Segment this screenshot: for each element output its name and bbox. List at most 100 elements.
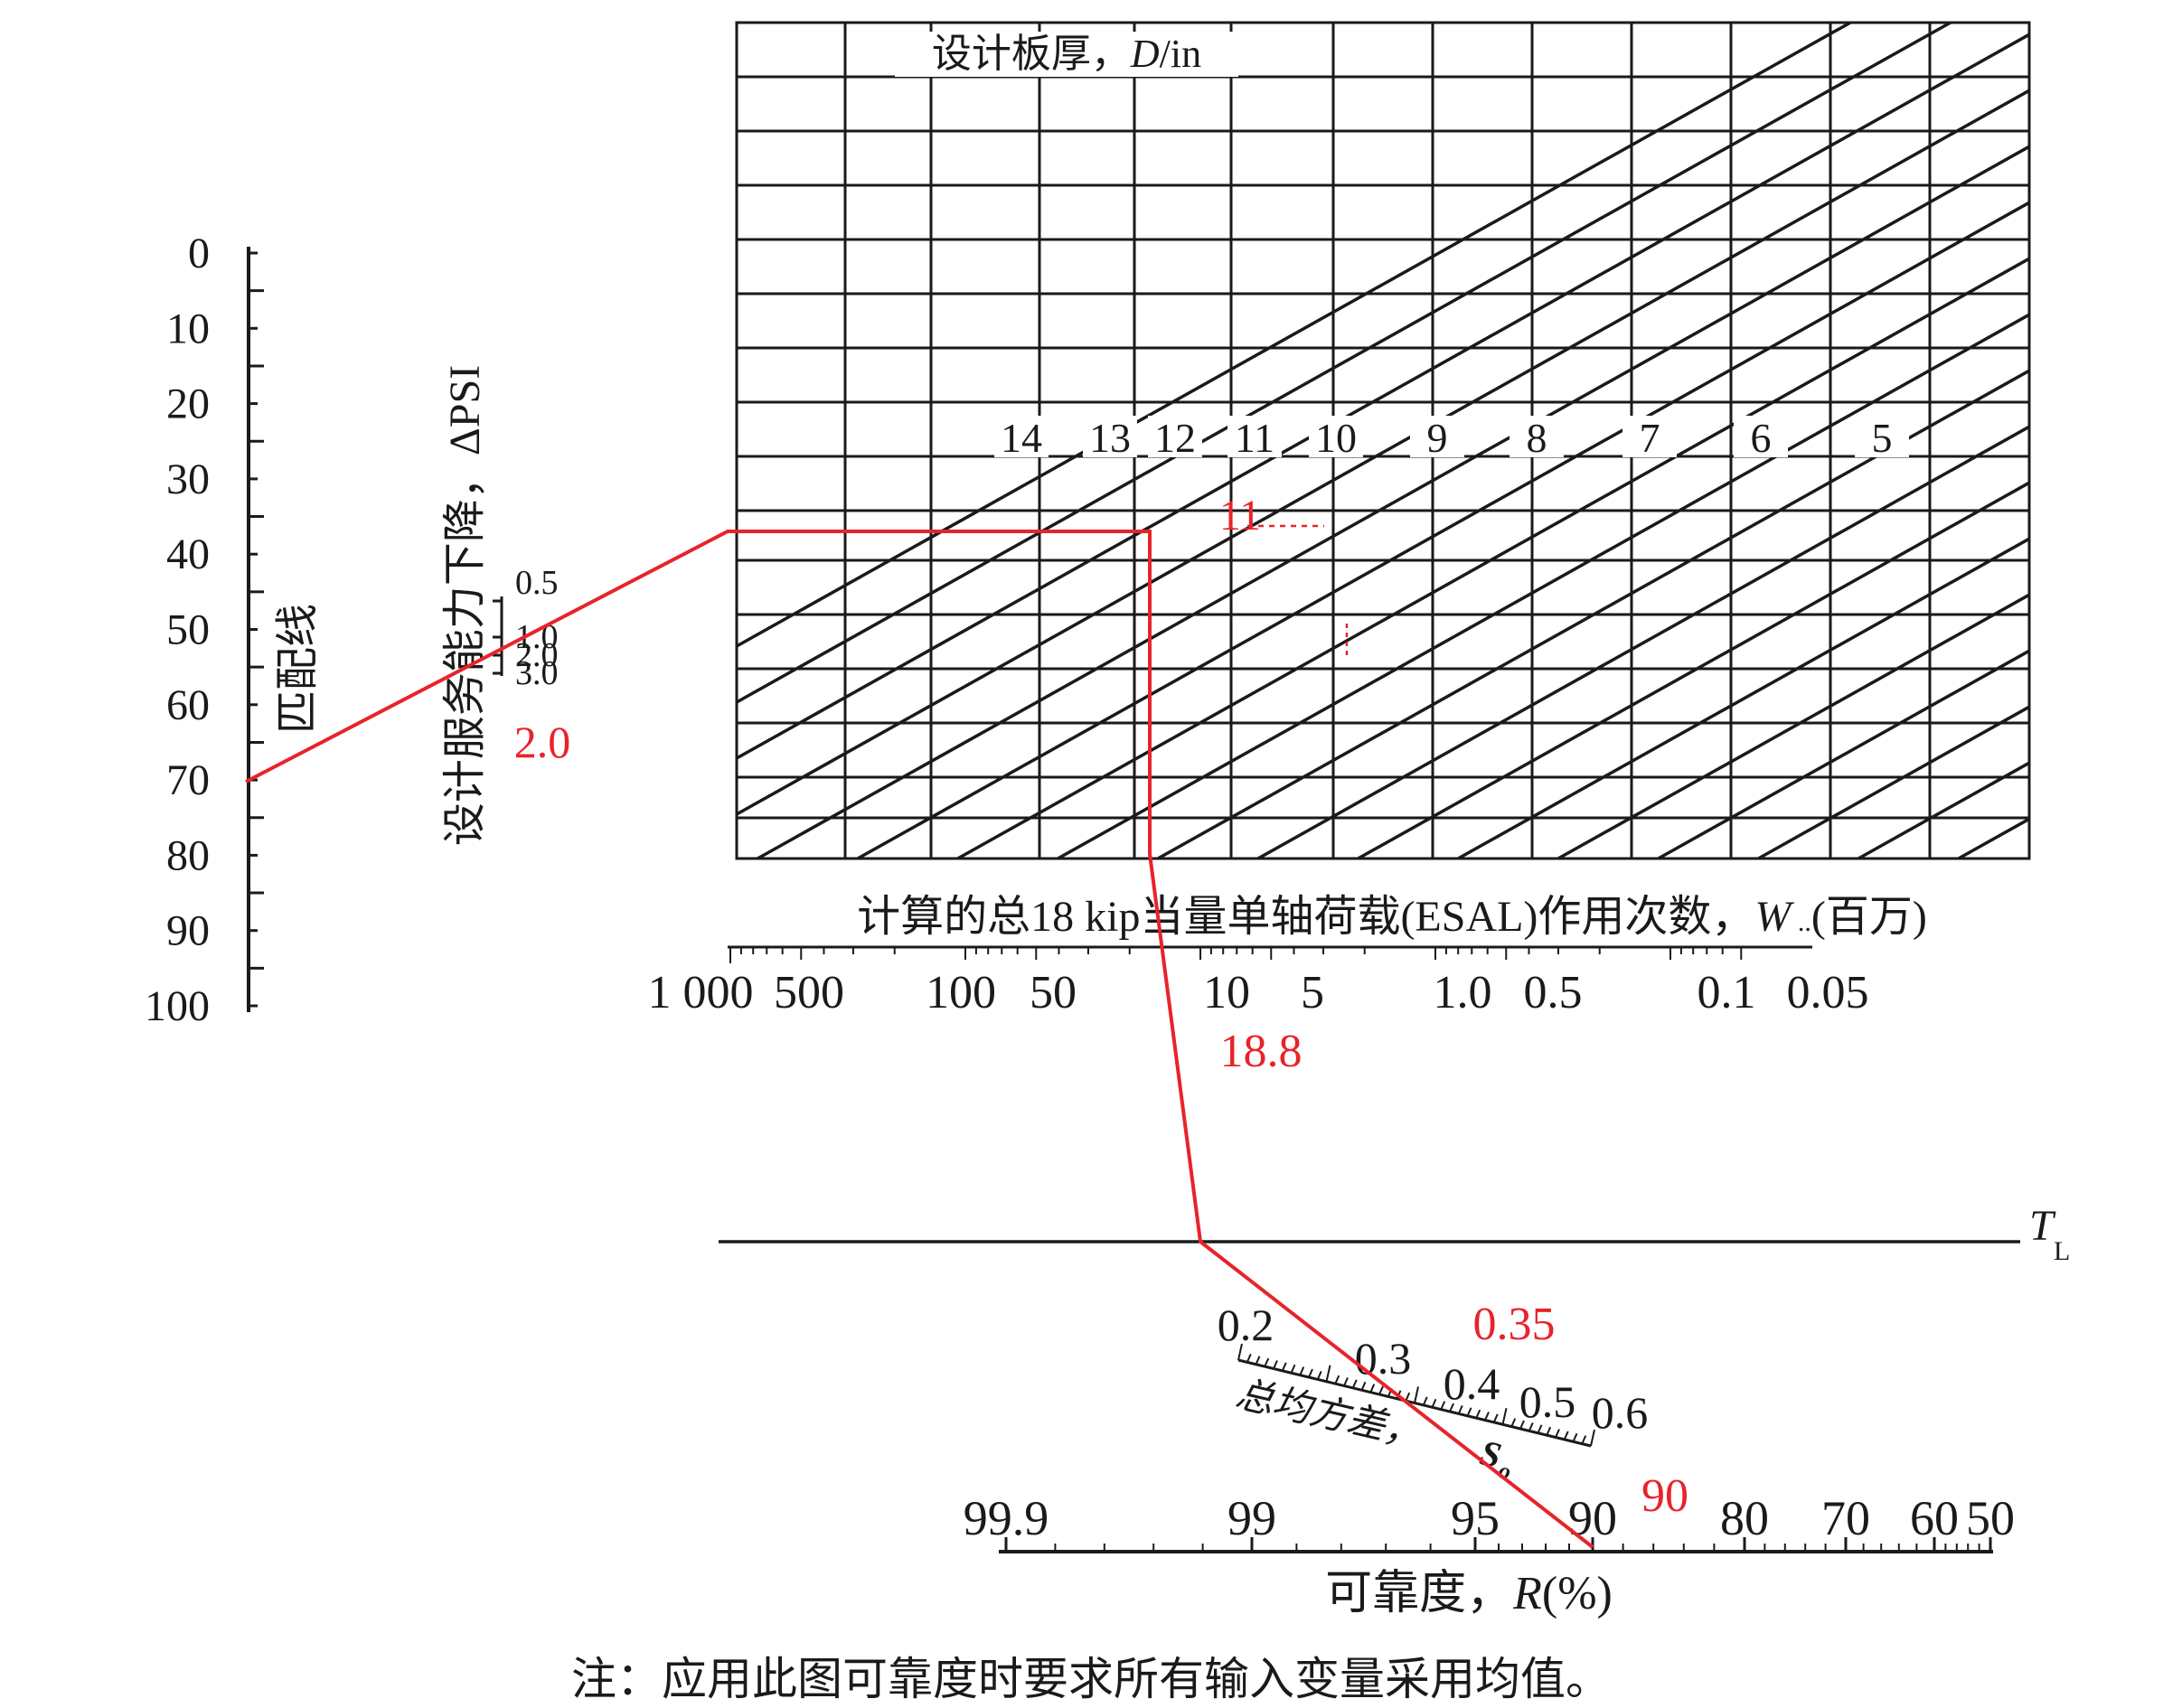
deviation-input-value: 0.35 — [1473, 1299, 1556, 1350]
deviation-scale: 0.20.3 0.4 0.5 0.6 总均方差， S o — [1218, 1300, 1649, 1485]
deviation-tick-36 — [1555, 1429, 1560, 1438]
esal-input-value: 18.8 — [1220, 1026, 1303, 1077]
deviation-tick-label-3: 0.4 — [1444, 1358, 1500, 1409]
thickness-diagonal-2 — [736, 21, 1952, 704]
esal-scale-ticks — [729, 947, 1743, 963]
thickness-label-11: 11 — [1235, 415, 1274, 461]
deviation-scale-labels: 0.2 0.3 0.4 0.5 0.6 — [1218, 1300, 1649, 1438]
esal-scale-labels: 1 000 500 100 50 10 5 1.0 0.5 0.1 0.05 — [648, 967, 1869, 1018]
deviation-scale-ticks — [1237, 1343, 1595, 1447]
thickness-label-bg-6 — [1410, 416, 1464, 457]
deviation-tick-10 — [1325, 1365, 1331, 1382]
match-tick-label-20: 20 — [166, 380, 210, 428]
deviation-tick-label-2: 0.3 — [1355, 1333, 1412, 1384]
deviation-tick-11 — [1334, 1375, 1340, 1384]
deviation-tick-20 — [1414, 1386, 1419, 1403]
thickness-label-12: 12 — [1154, 415, 1196, 461]
psi-tick-label-3: 2.0 — [515, 636, 559, 674]
deviation-tick-14 — [1360, 1381, 1367, 1391]
reliability-tick-label-80: 80 — [1720, 1491, 1769, 1545]
psi-tick-label-4: 3.0 — [515, 654, 559, 692]
thickness-diagonal-4 — [736, 89, 2030, 816]
thickness-diagonal-16 — [1858, 761, 2030, 860]
deviation-tick-label-1: 0.2 — [1218, 1300, 1274, 1350]
esal-tick-label-10: 0.05 — [1787, 967, 1869, 1018]
reliability-label-unit: (%) — [1542, 1568, 1613, 1619]
esal-tick-label-3: 100 — [926, 967, 996, 1018]
grid-frame — [735, 21, 2031, 860]
esal-tick-label-8: 0.5 — [1524, 967, 1583, 1018]
figure-note: 注：应用此图可靠度时要求所有输入变量采用均值。 — [571, 1654, 1611, 1704]
reliability-scale-labels: 99.9 99 95 90 80 70 60 50 — [964, 1491, 2015, 1545]
match-scale-ticks: 0 10 20 30 40 50 60 70 80 90 100 — [145, 230, 264, 1030]
deviation-tick-6 — [1290, 1364, 1296, 1374]
esal-tick-label-7: 1.0 — [1434, 967, 1492, 1018]
thickness-label-6: 6 — [1751, 415, 1772, 461]
reliability-tick-label-99.9: 99.9 — [964, 1491, 1049, 1545]
thickness-label-8: 8 — [1527, 415, 1547, 461]
esal-tick-label-4: 50 — [1030, 967, 1077, 1018]
psi-scale: 设计服务能力下降，ΔPSI 0.51.02.03.0 — [441, 365, 559, 846]
match-tick-label-90: 90 — [166, 907, 210, 955]
thickness-diagonal-3 — [736, 33, 2030, 760]
deviation-tick-33 — [1528, 1422, 1534, 1431]
psi-tick-label-1: 0.5 — [515, 564, 559, 602]
deviation-tick-34 — [1537, 1424, 1543, 1434]
esal-label-unit: (百万) — [1811, 893, 1927, 941]
thickness-diagonal-5 — [757, 145, 2030, 860]
esal-scale-label: 计算的总18 kip当量单轴荷载(ESAL)作用次数，W ..(百万) — [857, 893, 1927, 941]
reliability-tick-label-50: 50 — [1966, 1491, 2015, 1545]
deviation-tick-0 — [1237, 1343, 1243, 1361]
deviation-tick-7 — [1299, 1366, 1305, 1376]
match-tick-label-50: 50 — [166, 606, 210, 654]
slab-thickness-grid — [735, 21, 2031, 860]
match-scale-label: 匹配线 — [274, 604, 322, 734]
grid-title: 设计板厚，D/in — [932, 32, 1201, 76]
solution-path — [245, 524, 1594, 1549]
thickness-label-13: 13 — [1089, 415, 1131, 461]
match-tick-label-40: 40 — [166, 530, 210, 578]
thickness-label-7: 7 — [1640, 415, 1660, 461]
esal-label-sub: .. — [1791, 907, 1811, 937]
deviation-tick-29 — [1492, 1413, 1499, 1423]
deviation-scale-label: 总均方差， — [1232, 1374, 1426, 1457]
match-tick-label-70: 70 — [166, 756, 210, 804]
esal-scale: 计算的总18 kip当量单轴荷载(ESAL)作用次数，W ..(百万) 1 00… — [648, 893, 1927, 1018]
deviation-tick-15 — [1369, 1384, 1376, 1394]
reliability-tick-label-95: 95 — [1451, 1491, 1500, 1545]
grid-horizontal-lines — [737, 75, 2029, 820]
thickness-label-14: 14 — [1001, 415, 1042, 461]
psi-input-value: 2.0 — [514, 717, 571, 767]
thickness-label-bg-5 — [1309, 416, 1363, 457]
grid-title-background — [895, 32, 1238, 77]
turning-line-label: T — [2029, 1202, 2056, 1250]
thickness-diagonal-17 — [1957, 817, 2030, 860]
thickness-diagonal-6 — [857, 201, 2030, 860]
thickness-diagonal-7 — [956, 257, 2030, 860]
thickness-labels: 14 13 12 11 10 9 8 7 6 5 — [994, 415, 1909, 461]
deviation-symbol-sub: o — [1496, 1457, 1513, 1485]
deviation-tick-38 — [1572, 1432, 1578, 1442]
match-tick-label-60: 60 — [166, 681, 210, 729]
deviation-tick-19 — [1405, 1392, 1411, 1402]
reliability-tick-label-60: 60 — [1910, 1491, 1959, 1545]
thickness-label-bg-4 — [1227, 416, 1282, 457]
reliability-input-value: 90 — [1641, 1470, 1688, 1522]
deviation-tick-31 — [1510, 1418, 1517, 1428]
reliability-scale-ticks — [1004, 1537, 1992, 1552]
esal-tick-label-5: 10 — [1203, 967, 1250, 1018]
deviation-tick-30 — [1501, 1408, 1508, 1425]
deviation-tick-4 — [1273, 1360, 1278, 1369]
reliability-label-prefix: 可靠度， — [1325, 1568, 1513, 1619]
deviation-tick-24 — [1449, 1403, 1454, 1412]
deviation-tick-13 — [1351, 1379, 1358, 1389]
thickness-label-bg-2 — [1083, 416, 1137, 457]
esal-tick-label-1: 1 000 — [648, 967, 754, 1018]
thickness-label-bg-10 — [1855, 416, 1909, 457]
deviation-tick-16 — [1378, 1385, 1384, 1395]
deviation-tick-35 — [1546, 1426, 1552, 1436]
thickness-diagonal-14 — [1657, 649, 2030, 860]
deviation-tick-label-5: 0.6 — [1592, 1387, 1649, 1438]
thickness-label-5: 5 — [1872, 415, 1893, 461]
